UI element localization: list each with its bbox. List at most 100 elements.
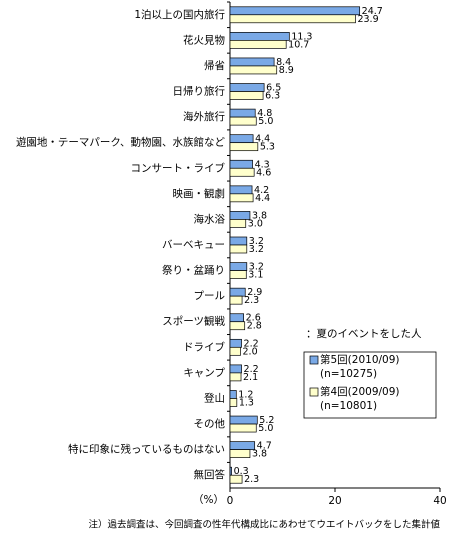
bar (229, 244, 248, 254)
bar (229, 32, 290, 41)
category-label: 海水浴 (194, 212, 226, 225)
x-tick-label: 40 (433, 495, 446, 507)
category-label: 1泊以上の国内旅行 (134, 8, 225, 21)
legend-title: ：夏のイベントをした人 (306, 328, 422, 340)
legend-swatch (309, 355, 319, 365)
category-label: スポーツ観戦 (162, 315, 225, 328)
value-label: 5.3 (260, 142, 275, 153)
bar (229, 14, 356, 24)
x-tick-label: 0 (227, 495, 234, 507)
bar (229, 287, 246, 297)
value-label: 6.5 (266, 83, 281, 94)
value-label: 3.1 (248, 270, 263, 281)
value-label: 11.3 (291, 31, 312, 42)
category-label: 花火見物 (183, 33, 225, 46)
bar (229, 321, 246, 331)
category-label: 映画・観劇 (173, 187, 226, 200)
value-label: 4.7 (257, 441, 272, 452)
value-label: 2.1 (243, 372, 258, 383)
value-label: 3.8 (252, 210, 267, 221)
value-label: 6.3 (265, 91, 280, 102)
bar (229, 262, 248, 271)
value-label: 10.7 (288, 39, 309, 50)
x-axis-label: （%） (193, 494, 224, 506)
bar (229, 40, 287, 49)
value-label: 4.4 (255, 193, 270, 204)
value-label: 4.6 (256, 167, 271, 178)
category-label: 登山 (204, 391, 225, 404)
value-label: 5.0 (258, 116, 273, 127)
value-label: 3.2 (249, 244, 264, 255)
value-label: 8.4 (276, 57, 291, 68)
value-label: 4.4 (255, 134, 270, 145)
bar (229, 372, 242, 382)
value-label: 4.2 (254, 185, 269, 196)
bar (229, 398, 238, 407)
value-label: 0.3 (234, 466, 249, 477)
legend-label: 第4回(2009/09) (320, 385, 400, 398)
category-label: 帰省 (204, 59, 225, 72)
value-label: 5.0 (258, 423, 273, 434)
value-label: 2.2 (244, 338, 259, 349)
value-label: 5.2 (259, 415, 274, 426)
bar (229, 167, 255, 177)
bar (229, 295, 243, 305)
value-label: 3.8 (252, 449, 267, 460)
value-label: 3.2 (249, 262, 264, 273)
legend-n: (n=10801) (320, 400, 377, 412)
bar (229, 415, 258, 425)
legend-label: 第5回(2010/09) (320, 353, 400, 366)
value-label: 2.3 (244, 474, 259, 485)
value-label: 23.9 (357, 14, 378, 25)
value-label: 1.3 (239, 397, 254, 408)
value-label: 8.9 (279, 65, 294, 76)
value-label: 24.7 (362, 6, 383, 17)
bar (229, 185, 253, 195)
bar (229, 449, 251, 458)
category-label: プール (194, 290, 226, 302)
bar (229, 91, 264, 100)
bar (229, 159, 253, 169)
category-label: キャンプ (183, 367, 225, 379)
bar (229, 57, 275, 67)
value-label: 2.0 (243, 346, 258, 357)
category-label: 遊園地・テーマパーク、動物園、水族館など (16, 136, 226, 149)
bar (229, 474, 243, 484)
value-label: 2.9 (247, 287, 262, 298)
bar (229, 346, 241, 356)
category-label: バーベキュー (162, 239, 225, 251)
value-label: 3.0 (248, 218, 263, 229)
bar (229, 423, 257, 433)
bar (229, 219, 247, 228)
category-label: 祭り・盆踊り (162, 264, 225, 277)
bar (229, 134, 254, 144)
bar (229, 466, 232, 476)
value-label: 2.3 (244, 295, 259, 306)
value-label: 3.2 (249, 236, 264, 247)
bar (229, 116, 257, 126)
category-label: ドライブ (183, 340, 225, 353)
bar (229, 236, 248, 246)
bar (229, 270, 247, 279)
legend-swatch (309, 387, 319, 397)
footnote: 注）過去調査は、今回調査の性年代構成比にあわせてウエイトバックをした集計値 (88, 519, 440, 531)
value-label: 2.8 (247, 321, 262, 332)
bar (229, 65, 278, 75)
value-label: 4.8 (257, 108, 272, 119)
category-label: 特に印象に残っているものはない (68, 443, 225, 456)
value-label: 4.3 (255, 159, 270, 170)
bar (229, 338, 242, 348)
x-tick-label: 20 (328, 495, 341, 507)
legend-n: (n=10275) (320, 368, 377, 380)
bar (229, 142, 259, 152)
category-label: その他 (194, 417, 226, 430)
legend-box (303, 351, 437, 419)
bar (229, 390, 237, 399)
bar (229, 83, 265, 92)
bar (229, 6, 361, 16)
category-label: 無回答 (194, 468, 226, 481)
value-label: 2.2 (244, 364, 259, 375)
bar (229, 193, 254, 203)
bar (229, 108, 256, 118)
